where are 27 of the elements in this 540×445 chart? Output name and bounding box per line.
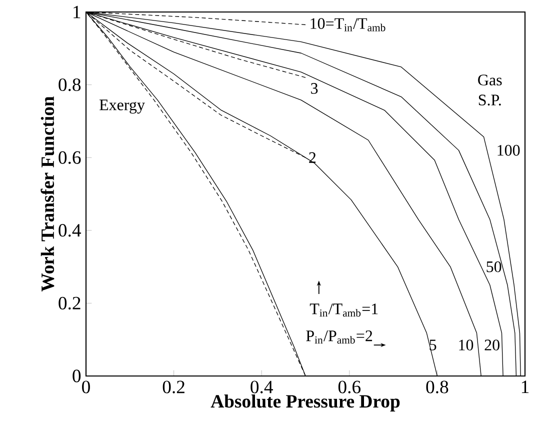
annotation: P$_{in}$/P$_{amb}$=2 (306, 330, 372, 344)
y-axis-title: Work Transfer Function (40, 96, 54, 292)
annotation: T$_{in}$/T$_{amb}$=1 (310, 304, 378, 317)
y-tick-label: 0.4 (58, 224, 82, 237)
annotation: Gas (478, 74, 502, 86)
annotation: S.P. (478, 94, 501, 106)
y-tick-label: 0 (72, 370, 81, 382)
annotation: 10 (459, 340, 474, 350)
annotation: 3 (311, 83, 318, 94)
x-tick-label: 0.4 (250, 380, 273, 394)
x-tick-label: 1 (522, 380, 529, 394)
y-tick-label: 0.8 (58, 78, 81, 92)
x-tick-label: 0 (82, 380, 90, 394)
annotation: Exergy (100, 100, 145, 114)
x-tick-label: 0.2 (162, 380, 184, 394)
annotation: 50 (486, 261, 502, 272)
annotation: 100 (498, 144, 520, 156)
annotation: 2 (309, 152, 316, 163)
y-tick-label: 1 (74, 6, 80, 18)
y-tick-label: 0.6 (58, 151, 81, 164)
annotation: 5 (430, 340, 436, 350)
annotation: 10=T$_{in}$/T$_{amb}$ (310, 18, 386, 32)
annotation: 20 (484, 340, 500, 350)
x-tick-label: 0.6 (338, 380, 361, 394)
x-axis-title: Absolute Pressure Drop (210, 394, 400, 412)
y-tick-label: 0.2 (58, 296, 80, 310)
x-tick-label: 0.8 (426, 380, 448, 394)
